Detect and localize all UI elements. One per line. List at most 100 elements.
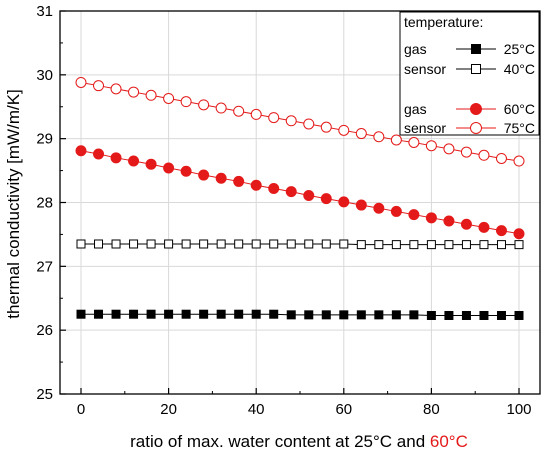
data-point bbox=[110, 152, 122, 164]
data-point bbox=[355, 199, 367, 211]
data-point bbox=[339, 239, 349, 249]
data-point bbox=[444, 240, 454, 250]
data-point bbox=[146, 309, 156, 319]
series-75°C bbox=[75, 76, 525, 167]
data-point bbox=[111, 239, 121, 249]
data-point bbox=[426, 240, 436, 250]
data-point bbox=[390, 205, 402, 217]
legend-marker bbox=[470, 122, 482, 134]
data-point bbox=[250, 179, 262, 191]
legend-entry: gas 60°C bbox=[404, 101, 535, 117]
legend-entry: sensor 75°C bbox=[404, 120, 535, 136]
data-point bbox=[181, 309, 191, 319]
data-point bbox=[198, 169, 210, 181]
data-point bbox=[513, 155, 525, 167]
data-point bbox=[409, 240, 419, 250]
data-point bbox=[460, 218, 472, 230]
y-tick-label: 30 bbox=[36, 67, 53, 84]
data-point bbox=[478, 149, 490, 161]
data-point bbox=[479, 240, 489, 250]
data-point bbox=[391, 240, 401, 250]
data-point bbox=[479, 310, 489, 320]
x-axis-title-part: ratio of max. water content at 25°C and bbox=[130, 432, 430, 451]
legend-group-label: gas bbox=[404, 41, 427, 57]
data-point bbox=[75, 145, 87, 157]
data-point bbox=[180, 96, 192, 108]
y-tick-label: 29 bbox=[36, 131, 53, 148]
data-point bbox=[129, 239, 139, 249]
data-point bbox=[303, 118, 315, 130]
data-point bbox=[111, 309, 121, 319]
data-point bbox=[338, 196, 350, 208]
data-point bbox=[374, 240, 384, 250]
y-tick-label: 26 bbox=[36, 322, 53, 339]
data-point bbox=[199, 309, 209, 319]
data-point bbox=[233, 175, 245, 187]
data-point bbox=[163, 92, 175, 104]
data-point bbox=[321, 310, 331, 320]
legend-title: temperature: bbox=[404, 14, 483, 30]
data-point bbox=[514, 310, 524, 320]
x-tick-label: 80 bbox=[423, 401, 440, 418]
data-point bbox=[391, 310, 401, 320]
data-point bbox=[426, 310, 436, 320]
data-point bbox=[513, 228, 525, 240]
data-point bbox=[75, 76, 87, 88]
data-point bbox=[128, 86, 140, 98]
legend-group-label: gas bbox=[404, 101, 427, 117]
data-point bbox=[390, 134, 402, 146]
data-point bbox=[461, 240, 471, 250]
data-point bbox=[478, 221, 490, 233]
x-axis-title: ratio of max. water content at 25°C and … bbox=[130, 432, 468, 451]
data-point bbox=[128, 155, 140, 167]
data-point bbox=[496, 240, 506, 250]
data-point bbox=[373, 202, 385, 214]
data-point bbox=[355, 128, 367, 140]
data-point bbox=[233, 105, 245, 117]
data-point bbox=[408, 136, 420, 148]
data-point bbox=[76, 239, 86, 249]
data-point bbox=[145, 158, 157, 170]
data-point bbox=[303, 189, 315, 201]
data-point bbox=[286, 239, 296, 249]
data-point bbox=[251, 309, 261, 319]
y-tick-label: 27 bbox=[36, 258, 53, 275]
data-point bbox=[94, 239, 104, 249]
data-point bbox=[285, 186, 297, 198]
data-point bbox=[304, 239, 314, 249]
data-point bbox=[356, 310, 366, 320]
x-tick-label: 60 bbox=[335, 401, 352, 418]
data-point bbox=[269, 309, 279, 319]
data-point bbox=[269, 239, 279, 249]
legend-series-label: 60°C bbox=[504, 101, 535, 117]
data-point bbox=[146, 239, 156, 249]
data-point bbox=[199, 239, 209, 249]
legend-series-label: 75°C bbox=[504, 120, 535, 136]
y-tick-label: 25 bbox=[36, 386, 53, 403]
data-point bbox=[215, 102, 227, 114]
data-point bbox=[373, 131, 385, 143]
data-point bbox=[251, 239, 261, 249]
data-point bbox=[425, 212, 437, 224]
data-point bbox=[495, 225, 507, 237]
x-tick-label: 20 bbox=[160, 401, 177, 418]
data-point bbox=[76, 309, 86, 319]
data-point bbox=[514, 240, 524, 250]
legend-marker bbox=[471, 64, 481, 74]
data-point bbox=[234, 239, 244, 249]
data-point bbox=[443, 215, 455, 227]
data-point bbox=[320, 121, 332, 133]
data-point bbox=[216, 309, 226, 319]
x-tick-label: 0 bbox=[77, 401, 85, 418]
x-axis-title-part: 60°C bbox=[430, 432, 468, 451]
data-point bbox=[268, 182, 280, 194]
series-40°C bbox=[76, 239, 524, 250]
legend-series-label: 25°C bbox=[504, 41, 535, 57]
data-point bbox=[181, 239, 191, 249]
legend-box bbox=[399, 11, 540, 136]
data-point bbox=[496, 310, 506, 320]
data-point bbox=[286, 310, 296, 320]
data-point bbox=[268, 112, 280, 124]
data-point bbox=[285, 115, 297, 127]
